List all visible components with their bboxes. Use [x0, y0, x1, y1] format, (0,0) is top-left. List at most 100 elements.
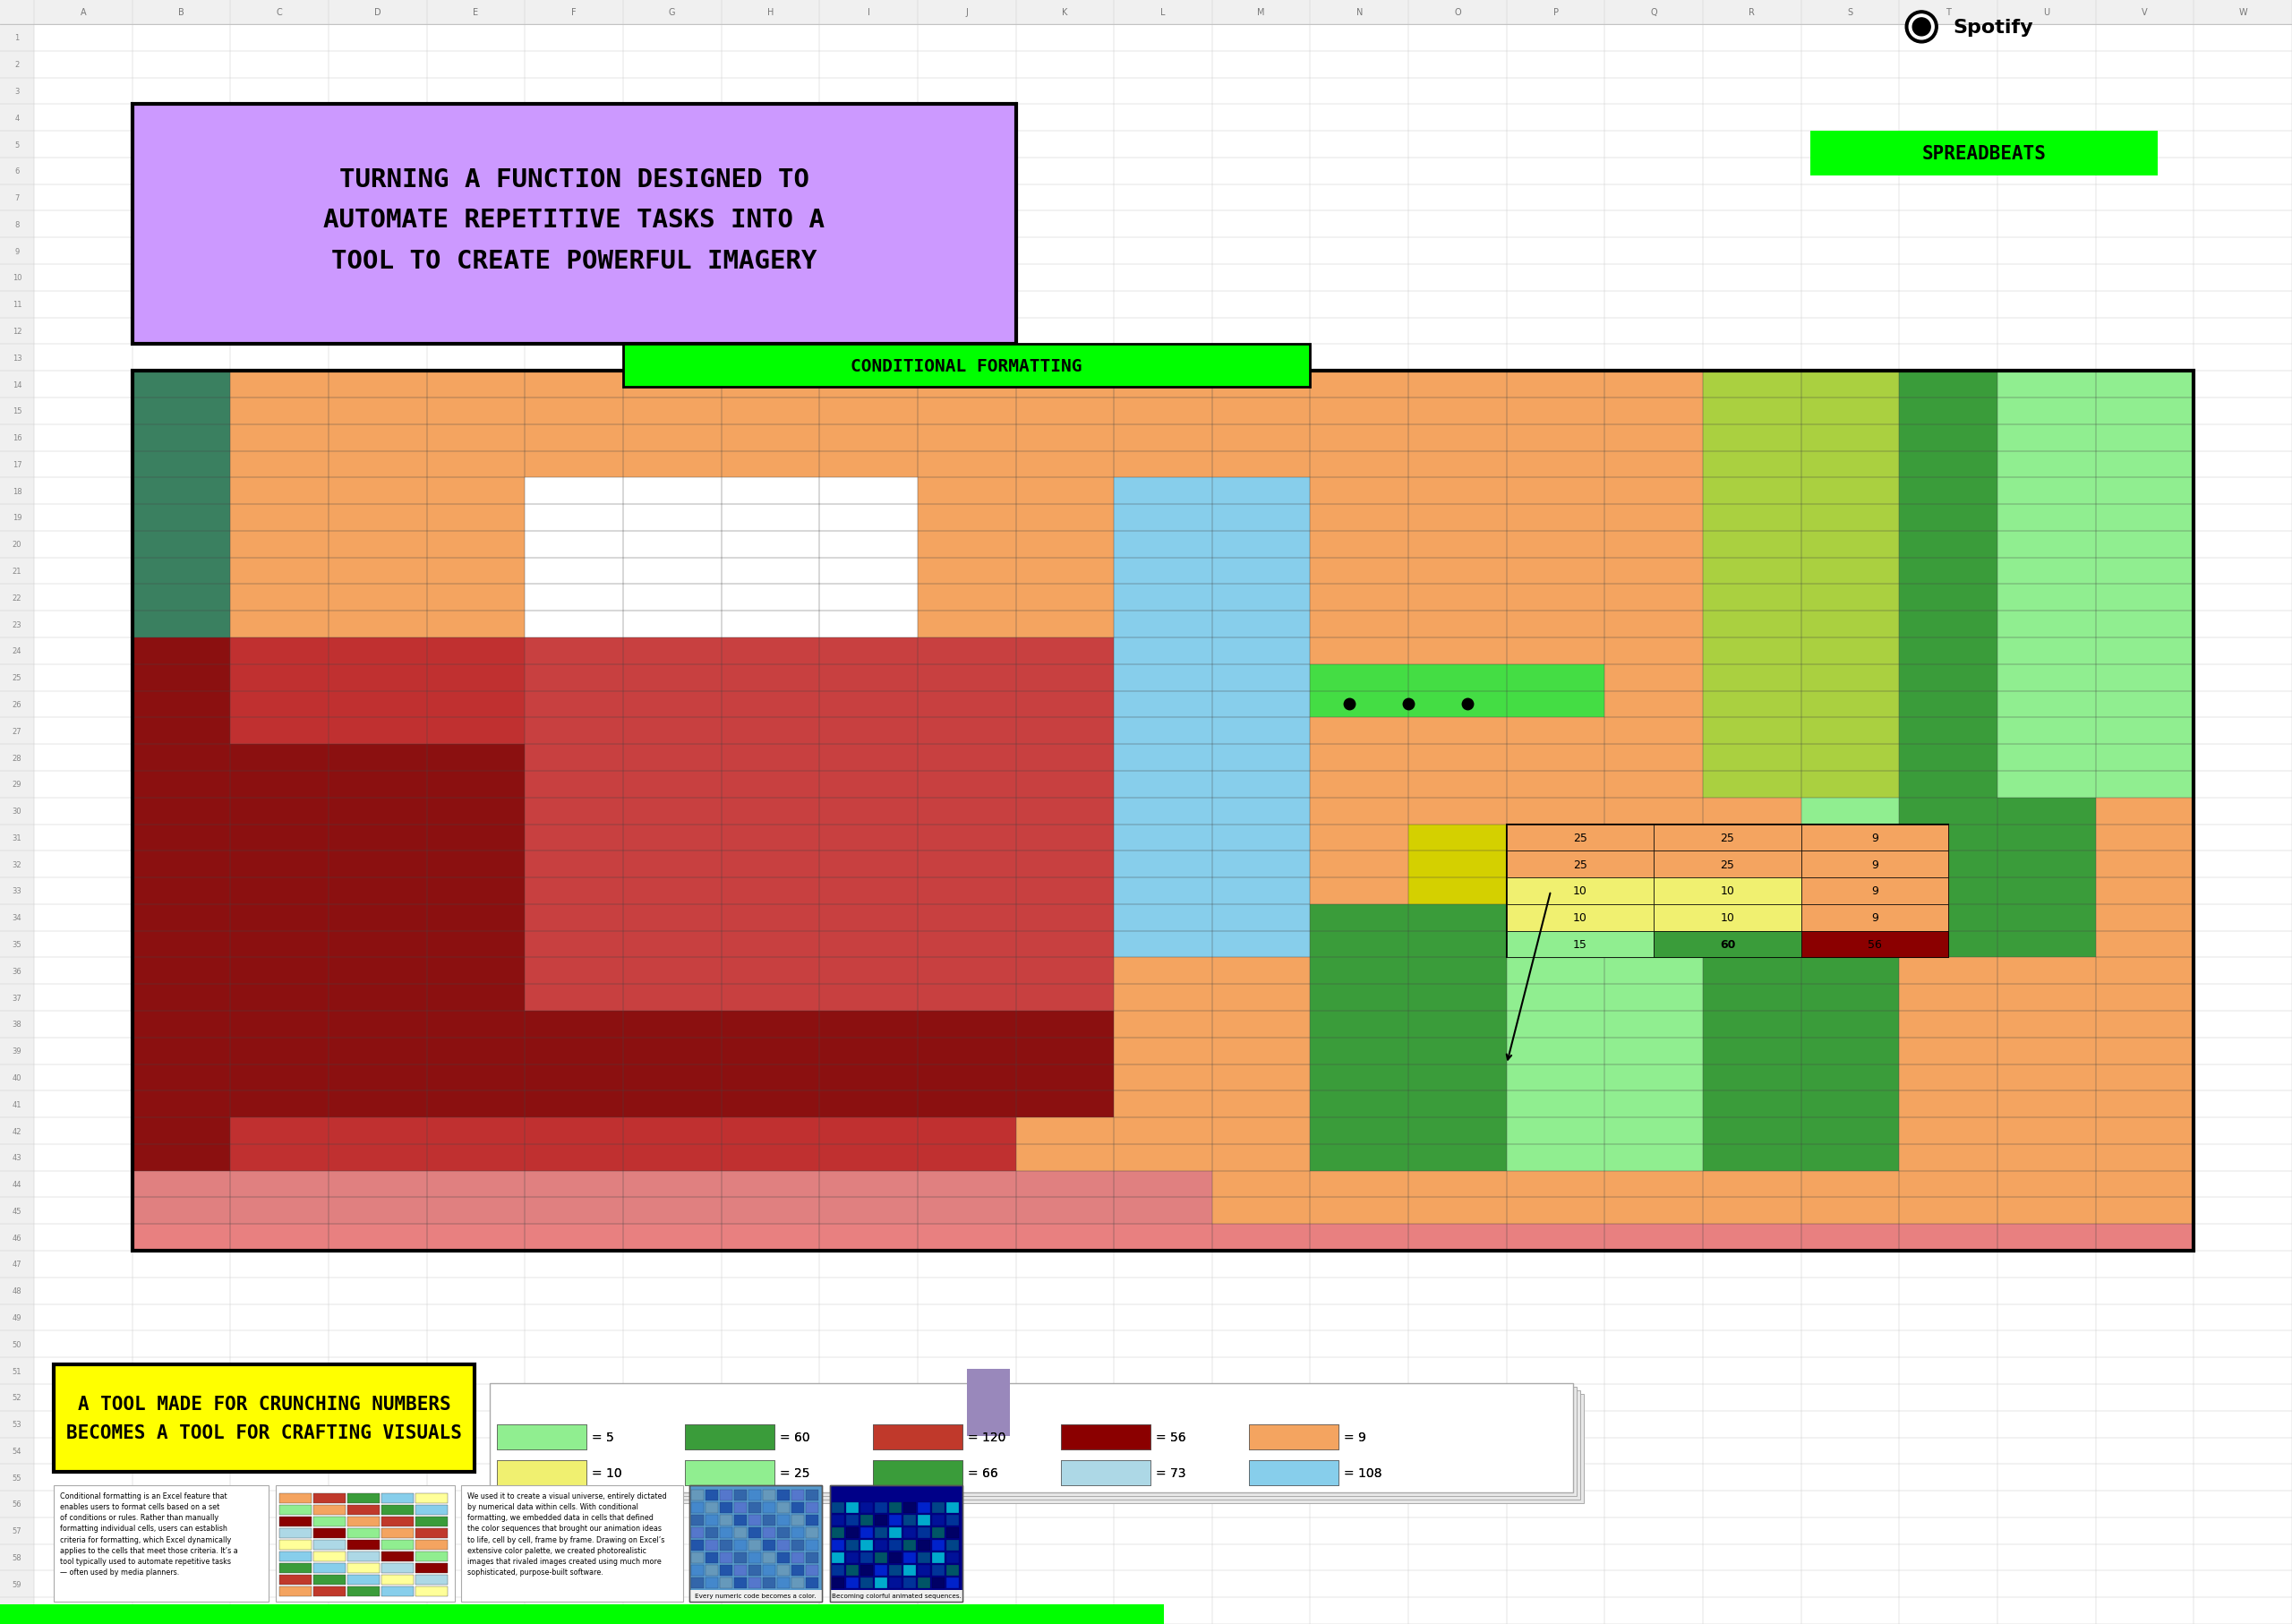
- Bar: [690, 1590, 823, 1601]
- Text: 46: 46: [11, 1234, 21, 1242]
- Text: 55: 55: [11, 1473, 21, 1481]
- Bar: [280, 1564, 312, 1574]
- Text: 44: 44: [11, 1181, 21, 1189]
- Text: 56: 56: [1868, 939, 1882, 950]
- Text: 10: 10: [1721, 885, 1735, 896]
- Bar: [876, 1577, 887, 1588]
- Bar: [1900, 372, 2095, 958]
- Text: 45: 45: [11, 1207, 21, 1215]
- Bar: [846, 1577, 860, 1588]
- Bar: [280, 1528, 312, 1538]
- Text: 23: 23: [11, 620, 21, 628]
- Bar: [415, 1528, 447, 1538]
- Text: 9: 9: [1870, 885, 1877, 896]
- Circle shape: [1905, 11, 1937, 44]
- Bar: [733, 1502, 747, 1514]
- Bar: [1999, 372, 2193, 797]
- Bar: [876, 1553, 887, 1564]
- Text: 56: 56: [11, 1501, 21, 1509]
- Text: F: F: [571, 8, 578, 16]
- Bar: [231, 1012, 1114, 1117]
- Text: Spotify: Spotify: [1953, 19, 2033, 37]
- Bar: [497, 1424, 587, 1450]
- Bar: [876, 1515, 887, 1525]
- Bar: [706, 1553, 717, 1564]
- Bar: [777, 1553, 791, 1564]
- Text: 14: 14: [11, 380, 21, 388]
- Text: 22: 22: [11, 594, 21, 603]
- Bar: [917, 1527, 931, 1538]
- Bar: [846, 1566, 860, 1575]
- Bar: [490, 1384, 1572, 1492]
- Bar: [1655, 825, 1802, 851]
- Text: P: P: [1554, 8, 1559, 16]
- Bar: [903, 1515, 917, 1525]
- Text: 34: 34: [11, 914, 21, 922]
- Text: 57: 57: [11, 1527, 21, 1535]
- Bar: [832, 1502, 843, 1514]
- Bar: [1802, 372, 1999, 958]
- Bar: [1703, 372, 1900, 797]
- Text: We used it to create a visual universe, entirely dictated
by numerical data with: We used it to create a visual universe, …: [468, 1491, 667, 1575]
- Bar: [348, 1505, 380, 1515]
- Bar: [133, 1224, 2193, 1250]
- Bar: [1506, 825, 1655, 851]
- Bar: [1506, 879, 1655, 905]
- Bar: [807, 1527, 818, 1538]
- Bar: [791, 1527, 804, 1538]
- Bar: [720, 1566, 733, 1575]
- Bar: [692, 1489, 704, 1501]
- Text: 16: 16: [11, 434, 21, 442]
- Bar: [133, 372, 2193, 1250]
- Bar: [807, 1515, 818, 1525]
- Text: T: T: [1946, 8, 1950, 16]
- Circle shape: [1909, 15, 1934, 41]
- Text: 32: 32: [11, 861, 21, 869]
- Text: L: L: [1160, 8, 1164, 16]
- Text: M: M: [1258, 8, 1265, 16]
- Bar: [947, 1577, 958, 1588]
- Text: 6: 6: [14, 167, 18, 175]
- Bar: [415, 1540, 447, 1549]
- Bar: [903, 1553, 917, 1564]
- Bar: [733, 1577, 747, 1588]
- Bar: [280, 1517, 312, 1527]
- Bar: [777, 1577, 791, 1588]
- Bar: [1802, 879, 1948, 905]
- Text: 24: 24: [11, 648, 21, 656]
- Bar: [832, 1540, 843, 1551]
- Bar: [860, 1502, 873, 1514]
- Bar: [1506, 905, 1655, 931]
- Bar: [889, 1553, 901, 1564]
- Text: R: R: [1749, 8, 1756, 16]
- Bar: [348, 1564, 380, 1574]
- Bar: [314, 1587, 346, 1596]
- Bar: [275, 1486, 454, 1601]
- Bar: [860, 1577, 873, 1588]
- Text: Conditional formatting is an Excel feature that
enables users to format cells ba: Conditional formatting is an Excel featu…: [60, 1491, 238, 1575]
- Bar: [832, 1577, 843, 1588]
- Bar: [832, 1566, 843, 1575]
- Bar: [947, 1540, 958, 1551]
- Text: 36: 36: [11, 966, 23, 974]
- Text: 19: 19: [11, 515, 21, 521]
- Bar: [380, 1540, 413, 1549]
- Bar: [720, 1540, 733, 1551]
- Bar: [846, 1540, 860, 1551]
- Bar: [763, 1515, 775, 1525]
- Bar: [692, 1577, 704, 1588]
- Text: 5: 5: [14, 141, 18, 149]
- Text: = 25: = 25: [779, 1466, 809, 1479]
- Text: 10: 10: [1572, 913, 1588, 924]
- Text: = 73: = 73: [1155, 1466, 1185, 1479]
- Bar: [903, 1577, 917, 1588]
- Bar: [860, 1527, 873, 1538]
- Text: 11: 11: [11, 300, 21, 309]
- Text: 13: 13: [11, 354, 21, 362]
- Text: = 5: = 5: [591, 1431, 614, 1444]
- Text: 12: 12: [11, 328, 21, 336]
- Bar: [497, 1460, 587, 1486]
- Bar: [314, 1505, 346, 1515]
- Bar: [777, 1566, 791, 1575]
- Bar: [231, 1117, 1015, 1224]
